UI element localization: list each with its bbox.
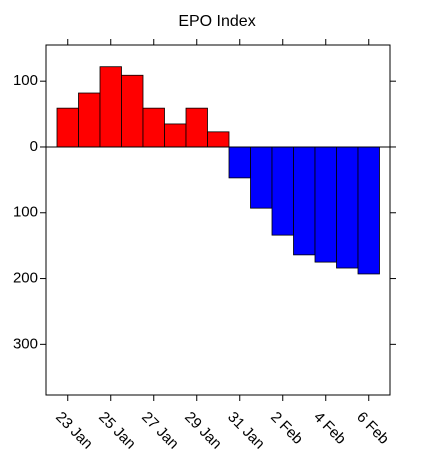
bar [336, 146, 359, 269]
x-tick-label: 6 Feb [353, 409, 392, 448]
y-tick-label: 300 [13, 335, 38, 352]
y-tick-label: 100 [13, 204, 38, 221]
x-tick-label: 31 Jan [224, 409, 268, 453]
x-tick-label: 4 Feb [310, 409, 349, 448]
bar [56, 107, 79, 148]
x-tick-label: 29 Jan [181, 409, 225, 453]
bar [164, 123, 187, 148]
bar [99, 66, 122, 148]
bar [293, 146, 316, 256]
y-tick-label: 0 [30, 138, 38, 155]
y-tick-label: 200 [13, 270, 38, 287]
chart-title: EPO Index [178, 13, 255, 30]
bar [142, 107, 165, 148]
x-tick-label: 27 Jan [138, 409, 182, 453]
x-tick-label: 23 Jan [52, 409, 96, 453]
bar [250, 146, 273, 209]
x-tick-label: 25 Jan [95, 409, 139, 453]
bar [357, 146, 380, 275]
bar [207, 131, 230, 148]
bar [271, 146, 294, 236]
bar [228, 146, 251, 179]
bar [314, 146, 337, 263]
x-tick-label: 2 Feb [267, 409, 306, 448]
plot-frame [45, 44, 391, 396]
bar [121, 74, 144, 148]
bar [185, 107, 208, 148]
y-tick-label: 100 [13, 72, 38, 89]
bar [78, 92, 101, 148]
